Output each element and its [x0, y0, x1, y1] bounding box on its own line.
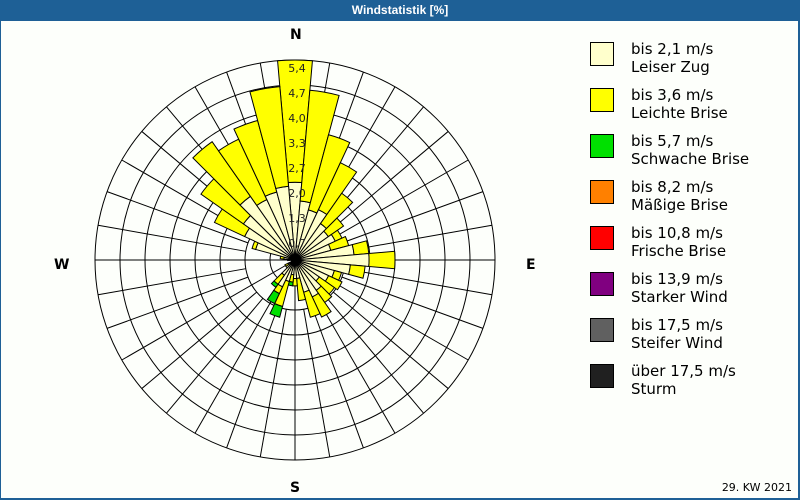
svg-text:2,0: 2,0 [288, 187, 306, 200]
svg-text:4,0: 4,0 [288, 112, 306, 125]
svg-text:3,3: 3,3 [288, 137, 306, 150]
legend-range: bis 2,1 m/s [631, 40, 714, 58]
legend-swatch [590, 42, 614, 66]
legend-range: bis 10,8 m/s [631, 224, 723, 242]
legend-label: Steifer Wind [631, 334, 723, 352]
svg-text:4,7: 4,7 [288, 87, 306, 100]
compass-west: W [54, 257, 70, 273]
compass-east: E [526, 257, 536, 273]
legend-swatch [590, 318, 614, 342]
legend-range: bis 3,6 m/s [631, 86, 714, 104]
legend-range: bis 5,7 m/s [631, 132, 714, 150]
legend-swatch [590, 180, 614, 204]
legend-label: Sturm [631, 380, 677, 398]
legend-swatch [590, 88, 614, 112]
svg-text:0,7: 0,7 [288, 237, 306, 250]
legend-label: Leichte Brise [631, 104, 728, 122]
legend-range: bis 13,9 m/s [631, 270, 723, 288]
legend-label: Schwache Brise [631, 150, 750, 168]
legend-label: Frische Brise [631, 242, 727, 260]
legend-swatch [590, 272, 614, 296]
legend-range: bis 17,5 m/s [631, 316, 723, 334]
window-title: Windstatistik [%] [0, 0, 800, 20]
legend-swatch [590, 226, 614, 250]
svg-text:5,4: 5,4 [288, 62, 306, 75]
legend-swatch [590, 134, 614, 158]
legend-range: bis 8,2 m/s [631, 178, 714, 196]
compass-south: S [290, 480, 301, 496]
week-label: 29. KW 2021 [721, 481, 792, 494]
svg-text:1,3: 1,3 [288, 212, 306, 225]
compass-north: N [290, 27, 302, 43]
legend-label: Starker Wind [631, 288, 728, 306]
legend-swatch [590, 364, 614, 388]
legend-label: Leiser Zug [631, 58, 710, 76]
legend-label: Mäßige Brise [631, 196, 728, 214]
svg-text:2,7: 2,7 [288, 162, 306, 175]
legend-range: über 17,5 m/s [631, 362, 736, 380]
